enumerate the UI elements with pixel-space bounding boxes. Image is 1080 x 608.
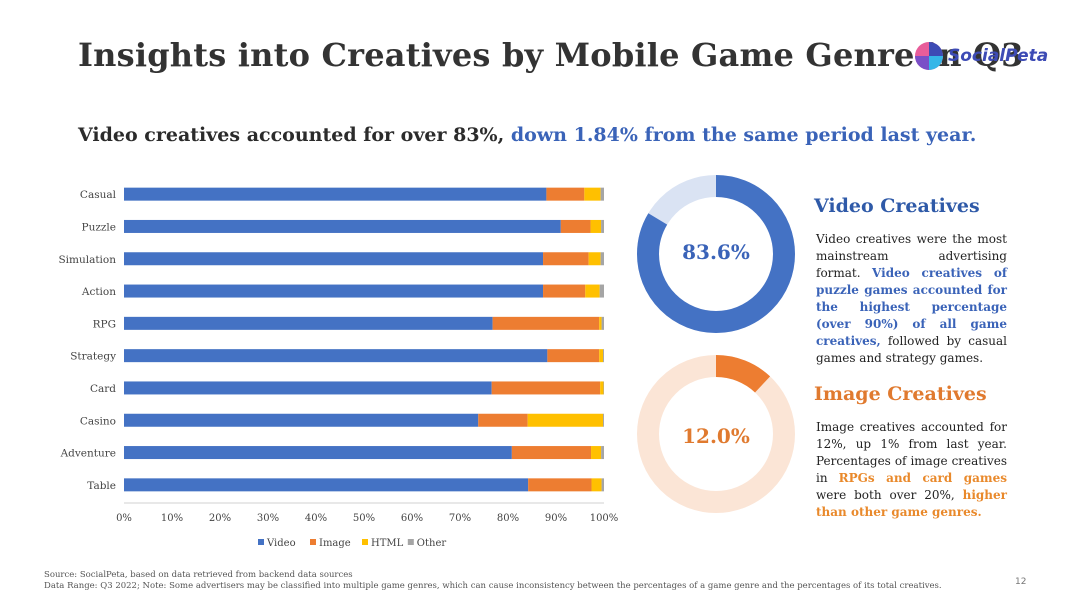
bar-segment-other <box>599 284 604 298</box>
bar-segment-image <box>511 446 592 460</box>
bar-segment-video <box>124 284 544 298</box>
image-percentage: 12.0% <box>682 424 750 448</box>
page-title: Insights into Creatives by Mobile Game G… <box>78 36 1024 74</box>
x-tick-label: 80% <box>497 513 519 524</box>
legend-label-html: HTML <box>371 538 404 549</box>
logo-icon <box>915 42 943 70</box>
bar-segment-html <box>527 413 604 427</box>
subtitle-main: Video creatives accounted for over 83%, <box>78 124 505 146</box>
x-tick-label: 70% <box>449 513 471 524</box>
bar-segment-html <box>599 316 602 330</box>
image-text-1: Image creatives accounted for 12%, up 1%… <box>816 420 1007 485</box>
stacked-bar-chart: Casual Puzzle Simulation Action RPG Strategy C… <box>58 187 619 549</box>
video-text-3: followed by casual games and strategy ga… <box>816 334 1007 365</box>
legend-swatch-video <box>258 539 264 545</box>
category-label: Strategy <box>70 351 116 363</box>
video-creatives-text: Video creatives were the most mainstream… <box>816 231 1007 367</box>
subtitle-highlight: down 1.84% from the same period last yea… <box>510 124 977 146</box>
bar-segment-other <box>600 187 604 201</box>
brand-logo: SocialPeta <box>914 41 1048 71</box>
image-text-highlight-2: higher than other game genres. <box>816 488 1007 519</box>
bar-segment-image <box>543 252 589 266</box>
video-creatives-heading: Video Creatives <box>814 195 980 217</box>
category-label: Casino <box>80 415 116 427</box>
page-number: 12 <box>1015 577 1027 587</box>
category-label: Simulation <box>58 254 116 266</box>
bar-segment-image <box>492 316 600 330</box>
subtitle: Video creatives accounted for over 83%, … <box>78 124 976 146</box>
legend-label-image: Image <box>319 538 351 549</box>
bar-segment-other <box>601 219 604 233</box>
bar-segment-other <box>601 446 604 460</box>
bar-segment-image <box>546 187 585 201</box>
bar-segment-video <box>124 381 492 395</box>
category-label: Casual <box>80 189 117 201</box>
bar-segment-video <box>124 349 548 363</box>
category-label: Action <box>81 286 116 298</box>
logo-text: SocialPeta <box>948 46 1049 66</box>
legend-label-video: Video <box>266 538 296 549</box>
bar-segment-html <box>591 478 602 492</box>
bar-segment-html <box>584 187 601 201</box>
video-text-highlight: Video creatives of puzzle games accounte… <box>816 266 1007 348</box>
legend-swatch-html <box>362 539 368 545</box>
legend-label-other: Other <box>417 538 447 549</box>
image-creatives-text: Image creatives accounted for 12%, up 1%… <box>816 419 1007 521</box>
legend-swatch-other <box>407 539 414 545</box>
bar-segment-video <box>124 316 493 330</box>
bar-segment-video <box>124 187 547 201</box>
image-creatives-heading: Image Creatives <box>814 383 987 405</box>
bar-segment-image <box>543 284 586 298</box>
bar-segment-html <box>599 349 604 363</box>
legend-swatch-image <box>310 539 316 545</box>
bar-segment-video <box>124 413 479 427</box>
category-label: Adventure <box>60 448 116 460</box>
video-percentage: 83.6% <box>682 240 750 264</box>
bar-segment-image <box>528 478 592 492</box>
bar-segment-video <box>124 446 512 460</box>
x-tick-label: 40% <box>305 513 327 524</box>
video-text-1: Video creatives were the most mainstream… <box>816 232 1007 280</box>
x-tick-label: 100% <box>590 513 619 524</box>
bar-segment-video <box>124 219 561 233</box>
x-tick-label: 20% <box>209 513 231 524</box>
video-donut-arc <box>637 175 795 333</box>
image-donut <box>637 355 795 513</box>
image-text-highlight-1: RPGs and card games <box>838 471 1007 485</box>
bar-segment-video <box>124 478 529 492</box>
x-tick-label: 10% <box>161 513 183 524</box>
category-label: Table <box>87 480 116 492</box>
bar-segment-other <box>603 349 604 363</box>
bar-segment-html <box>585 284 600 298</box>
bar-segment-image <box>547 349 600 363</box>
bar-segment-image <box>478 413 528 427</box>
bar-segment-html <box>600 381 604 395</box>
bar-segment-html <box>591 446 602 460</box>
bar-segment-other <box>600 252 604 266</box>
bar-segment-html <box>590 219 602 233</box>
footnote-note: Data Range: Q3 2022; Note: Some advertis… <box>44 581 942 591</box>
x-tick-label: 30% <box>257 513 279 524</box>
bar-segment-image <box>560 219 591 233</box>
bar-segment-other <box>601 316 604 330</box>
category-label: Puzzle <box>82 221 116 233</box>
image-text-3: were both over 20%, <box>816 488 955 502</box>
bar-segment-image <box>491 381 601 395</box>
video-donut <box>637 175 795 333</box>
bar-segment-html <box>588 252 601 266</box>
footnote-source: Source: SocialPeta, based on data retrie… <box>44 570 353 580</box>
category-label: Card <box>90 383 116 395</box>
bar-segment-other <box>603 413 604 427</box>
x-tick-label: 60% <box>401 513 423 524</box>
x-tick-label: 90% <box>545 513 567 524</box>
x-tick-label: 50% <box>353 513 375 524</box>
x-tick-label: 0% <box>116 513 132 524</box>
category-label: RPG <box>93 318 116 330</box>
bar-segment-video <box>124 252 544 266</box>
bar-segment-other <box>601 478 604 492</box>
image-donut-arc <box>637 355 795 513</box>
